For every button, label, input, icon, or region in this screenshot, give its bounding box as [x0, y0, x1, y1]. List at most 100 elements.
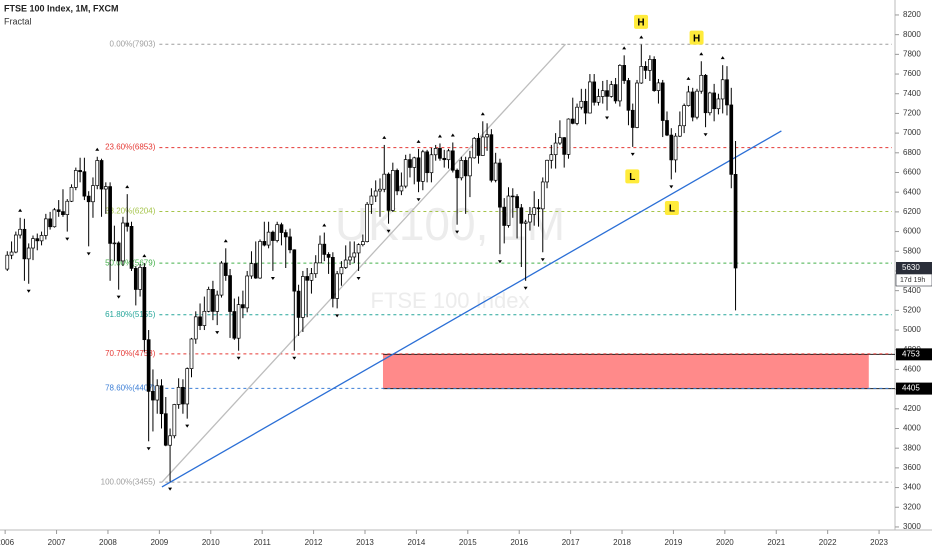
candle-body [618, 65, 622, 102]
candle-body [463, 160, 468, 177]
candle-body [39, 235, 44, 242]
y-tick-label: 7400 [903, 89, 921, 98]
fractal-up [686, 76, 691, 80]
x-tick-label: 2019 [665, 538, 683, 547]
candle-body [356, 244, 361, 254]
candle-body [266, 231, 271, 246]
candle-body [103, 186, 108, 190]
candle-body [108, 186, 112, 244]
candle-body [682, 105, 686, 127]
zone-price-label: 4753 [902, 349, 920, 358]
candle-body [313, 262, 318, 275]
candle-body [365, 203, 369, 242]
candle-body [283, 232, 288, 238]
candle-body [588, 81, 592, 114]
candle-body [673, 135, 678, 161]
y-tick-label: 6200 [903, 207, 921, 216]
candle-body [305, 276, 310, 281]
candle-body [9, 251, 14, 256]
candle-body [558, 137, 562, 144]
candle-body [245, 275, 250, 309]
fractal-up [450, 133, 455, 137]
candle-body [459, 160, 464, 179]
candle-body [172, 404, 177, 437]
x-tick-label: 2011 [254, 538, 272, 547]
fib-label: 100.00%(3455) [101, 477, 156, 486]
candle-body [480, 136, 485, 156]
fractal-down [455, 230, 460, 234]
candle-body [95, 160, 100, 186]
fractal-up [720, 56, 725, 60]
candle-body [382, 173, 387, 190]
candle-body [403, 159, 408, 187]
candle-body [301, 276, 305, 318]
fractal-up [18, 208, 23, 212]
candle-body [725, 79, 729, 106]
y-tick-label: 5000 [903, 325, 921, 334]
fib-label: 78.60%(4407) [105, 384, 156, 393]
candle-body [116, 242, 121, 262]
candle-body [211, 289, 215, 312]
candle-body [729, 104, 734, 175]
y-tick-label: 5400 [903, 286, 921, 295]
candle-body [416, 157, 421, 182]
candle-body [540, 181, 545, 210]
candle-body [223, 262, 228, 276]
candle-body [408, 159, 412, 168]
fractal-up [95, 147, 100, 151]
candle-body [506, 195, 511, 226]
candle-body [146, 339, 151, 392]
candle-body [91, 185, 95, 203]
candle-body [99, 160, 104, 190]
x-tick-label: 2016 [510, 538, 528, 547]
fractal-down [168, 487, 173, 491]
y-tick-label: 7600 [903, 69, 921, 78]
candle-body [121, 222, 125, 262]
candle-body [326, 254, 331, 258]
fractal-up [437, 134, 442, 138]
annotation-box [625, 169, 640, 184]
candle-body [528, 213, 532, 223]
candle-body [643, 66, 648, 71]
candle-body [86, 195, 91, 203]
candle-body [65, 200, 70, 215]
candle-body [348, 256, 352, 261]
fractal-down [146, 447, 151, 451]
annotation-box [689, 30, 704, 45]
candle-body [579, 100, 584, 108]
candle-body [82, 171, 87, 197]
annotation-label: H [693, 33, 700, 44]
candle-body [510, 195, 515, 198]
fractal-up [699, 52, 704, 56]
fib-label: 61.80%(5155) [105, 310, 156, 319]
fractal-up [223, 239, 228, 243]
candle-body [352, 252, 357, 258]
x-tick-label: 2020 [716, 538, 734, 547]
x-tick-label: 2023 [870, 538, 888, 547]
y-tick-label: 3200 [903, 502, 921, 511]
candle-body [61, 211, 65, 215]
candle-body [129, 226, 134, 269]
x-tick-label: 2015 [459, 538, 477, 547]
trendline [161, 43, 566, 483]
fractal-up [639, 35, 644, 39]
fractal-up [622, 46, 627, 50]
candle-body [613, 84, 618, 102]
candle-body [335, 273, 339, 299]
fractal-up [382, 135, 387, 139]
candle-body [18, 228, 22, 236]
candle-body [390, 170, 395, 211]
fib-label: 70.70%(4758) [105, 349, 156, 358]
candle-body [5, 254, 10, 270]
y-tick-label: 8200 [903, 10, 921, 19]
candle-body [198, 316, 202, 326]
candle-body [202, 310, 207, 326]
candle-body [133, 268, 138, 290]
candle-body [395, 170, 399, 192]
annotation-label: L [669, 204, 675, 215]
candle-body [609, 84, 614, 97]
fractal-down [236, 356, 241, 360]
candle-body [176, 386, 181, 405]
y-tick-label: 4000 [903, 424, 921, 433]
